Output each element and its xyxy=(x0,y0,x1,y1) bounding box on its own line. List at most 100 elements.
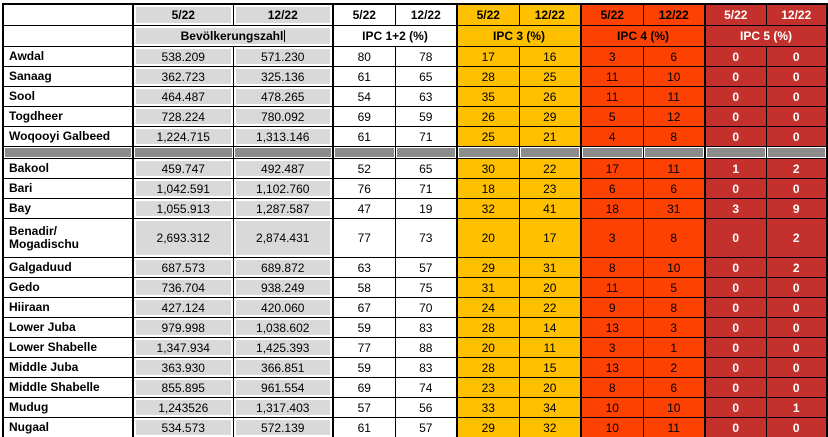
ipc5-period-header: 5/22 xyxy=(704,3,767,26)
ipc5-value-cell: 9 xyxy=(765,198,828,219)
pop-period-header: 12/22 xyxy=(232,3,334,26)
ipc5-value-cell: 0 xyxy=(704,357,767,378)
ipc12-value-cell: 56 xyxy=(394,397,458,418)
ipc4-value-cell: 10 xyxy=(642,257,706,278)
ipc4-value-cell: 8 xyxy=(642,126,706,147)
ipc4-value-cell: 18 xyxy=(580,198,644,219)
ipc4-value-cell: 5 xyxy=(642,277,706,298)
ipc4-value-cell: 3 xyxy=(580,46,644,67)
ipc12-value-cell: 77 xyxy=(332,218,396,258)
ipc4-value-cell: 6 xyxy=(642,377,706,398)
ipc3-value-cell: 18 xyxy=(456,178,520,199)
ipc12-value-cell: 59 xyxy=(332,317,396,338)
ipc12-value-cell: 19 xyxy=(394,198,458,219)
ipc3-value-cell: 11 xyxy=(518,337,582,358)
ipc12-period-header: 12/22 xyxy=(394,3,458,26)
pop-value-cell: 687.573 xyxy=(132,257,234,278)
ipc5-value-cell: 0 xyxy=(765,106,828,127)
ipc3-value-cell: 20 xyxy=(456,218,520,258)
ipc4-value-cell: 6 xyxy=(580,178,644,199)
region-name-cell: Togdheer xyxy=(2,106,134,127)
ipc4-value-cell: 2 xyxy=(642,357,706,378)
ipc3-period-header: 5/22 xyxy=(456,3,520,26)
ipc12-value-cell: 71 xyxy=(394,178,458,199)
ipc4-value-cell: 3 xyxy=(642,317,706,338)
pop-value-cell: 1,224.715 xyxy=(132,126,234,147)
ipc4-value-cell: 8 xyxy=(580,257,644,278)
separator-row xyxy=(2,146,828,159)
ipc4-value-cell: 11 xyxy=(642,417,706,437)
pop-value-cell: 572.139 xyxy=(232,417,334,437)
region-name-cell: Middle Juba xyxy=(2,357,134,378)
ipc3-value-cell: 32 xyxy=(456,198,520,219)
table-row: Togdheer 728.224 780.092 69 59 26 29 5 12 0 0 xyxy=(2,106,828,127)
ipc12-value-cell: 77 xyxy=(332,337,396,358)
ipc4-value-cell: 4 xyxy=(580,126,644,147)
table-row: Hiiraan 427.124 420.060 67 70 24 22 9 8 0 0 xyxy=(2,297,828,318)
separator-cell xyxy=(2,146,134,159)
ipc4-value-cell: 13 xyxy=(580,357,644,378)
ipc12-value-cell: 61 xyxy=(332,66,396,87)
ipc3-value-cell: 17 xyxy=(456,46,520,67)
pop-value-cell: 362.723 xyxy=(132,66,234,87)
pop-value-cell: 2,693.312 xyxy=(132,218,234,258)
ipc3-value-cell: 20 xyxy=(456,337,520,358)
ipc4-value-cell: 8 xyxy=(642,297,706,318)
group-header-label: IPC 1+2 (%) xyxy=(362,29,428,43)
ipc3-value-cell: 28 xyxy=(456,66,520,87)
pop-value-cell: 571.230 xyxy=(232,46,334,67)
ipc4-value-cell: 12 xyxy=(642,106,706,127)
ipc5-value-cell: 0 xyxy=(765,377,828,398)
separator-cell xyxy=(765,146,828,159)
ipc4-value-cell: 11 xyxy=(642,158,706,179)
pop-value-cell: 1,055.913 xyxy=(132,198,234,219)
pop-value-cell: 1,347.934 xyxy=(132,337,234,358)
pop-value-cell: 2,874.431 xyxy=(232,218,334,258)
ipc4-value-cell: 3 xyxy=(580,218,644,258)
ipc4-value-cell: 10 xyxy=(642,66,706,87)
ipc5-value-cell: 0 xyxy=(704,397,767,418)
ipc3-value-cell: 28 xyxy=(456,357,520,378)
region-name-cell: Sool xyxy=(2,86,134,107)
ipc3-value-cell: 25 xyxy=(456,126,520,147)
pop-value-cell: 1,313.146 xyxy=(232,126,334,147)
table-row: Sanaag 362.723 325.136 61 65 28 25 11 10 0 0 xyxy=(2,66,828,87)
ipc5-value-cell: 0 xyxy=(704,277,767,298)
separator-cell xyxy=(642,146,706,159)
ipc3-value-cell: 41 xyxy=(518,198,582,219)
separator-cell xyxy=(580,146,644,159)
table-row: Bakool 459.747 492.487 52 65 30 22 17 11 1 2 xyxy=(2,158,828,179)
text-cursor xyxy=(284,30,286,42)
ipc3-value-cell: 29 xyxy=(456,417,520,437)
ipc12-value-cell: 78 xyxy=(394,46,458,67)
ipc5-value-cell: 0 xyxy=(765,277,828,298)
table-row: Lower Juba 979.998 1,038.602 59 83 28 14 13 3 0 0 xyxy=(2,317,828,338)
pop-value-cell: 363.930 xyxy=(132,357,234,378)
separator-cell xyxy=(132,146,234,159)
pop-value-cell: 427.124 xyxy=(132,297,234,318)
region-name-cell: Bay xyxy=(2,198,134,219)
ipc5-value-cell: 2 xyxy=(765,158,828,179)
region-name-cell: Awdal xyxy=(2,46,134,67)
ipc3-value-cell: 31 xyxy=(518,257,582,278)
ipc12-value-cell: 65 xyxy=(394,158,458,179)
ipc3-value-cell: 21 xyxy=(518,126,582,147)
ipc3-value-cell: 22 xyxy=(518,297,582,318)
ipc4-value-cell: 6 xyxy=(642,178,706,199)
ipc12-period-header: 5/22 xyxy=(332,3,396,26)
ipc3-value-cell: 35 xyxy=(456,86,520,107)
ipc3-value-cell: 26 xyxy=(456,106,520,127)
ipc3-value-cell: 20 xyxy=(518,277,582,298)
table-row: Middle Shabelle 855.895 961.554 69 74 23 20 8 6 0… xyxy=(2,377,828,398)
group-header-ipc12: IPC 1+2 (%) xyxy=(332,25,458,47)
ipc4-value-cell: 11 xyxy=(580,86,644,107)
ipc4-value-cell: 31 xyxy=(642,198,706,219)
ipc12-value-cell: 47 xyxy=(332,198,396,219)
region-name-cell: Mudug xyxy=(2,397,134,418)
ipc5-period-header: 12/22 xyxy=(765,3,828,26)
group-header-ipc3: IPC 3 (%) xyxy=(456,25,582,47)
ipc3-value-cell: 28 xyxy=(456,317,520,338)
pop-value-cell: 728.224 xyxy=(132,106,234,127)
ipc5-value-cell: 1 xyxy=(704,158,767,179)
group-header-label: Bevölkerungszahl xyxy=(180,29,284,43)
